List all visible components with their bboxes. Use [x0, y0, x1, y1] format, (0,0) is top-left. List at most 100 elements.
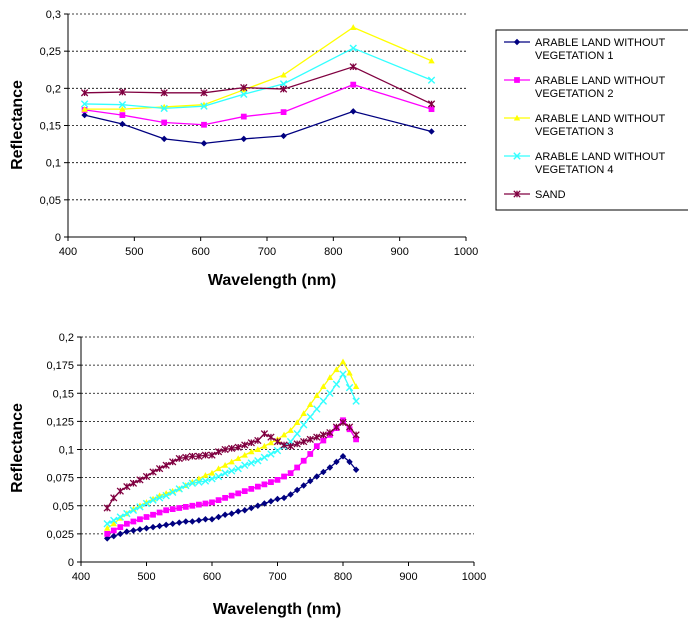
data-point	[320, 383, 327, 390]
data-point	[136, 502, 144, 509]
data-point	[241, 507, 248, 514]
legend-swatch-marker	[513, 114, 521, 121]
data-point	[110, 516, 118, 525]
legend-box	[495, 29, 688, 211]
data-point	[200, 140, 208, 147]
data-point	[222, 494, 228, 501]
data-point	[333, 458, 340, 466]
data-point	[182, 503, 189, 510]
data-point	[195, 452, 203, 460]
data-point	[169, 458, 177, 466]
legend-label: VEGETATION 4	[535, 164, 613, 176]
x-tick-label: 900	[399, 571, 417, 583]
data-point	[339, 370, 347, 378]
data-point	[248, 448, 255, 455]
data-point	[136, 526, 144, 533]
data-point	[163, 507, 170, 514]
data-point	[162, 491, 170, 500]
data-point	[104, 535, 111, 542]
data-point	[280, 132, 287, 140]
data-point	[103, 520, 111, 528]
data-point	[155, 464, 164, 473]
data-point	[200, 89, 208, 97]
data-point	[320, 468, 327, 476]
data-point	[188, 479, 197, 487]
data-point	[227, 444, 236, 453]
y-tick-label: 0,2	[46, 83, 61, 95]
data-point	[287, 491, 294, 498]
legend-label: ARABLE LAND WITHOUT	[535, 151, 665, 163]
legend-label: ARABLE LAND WITHOUT	[535, 37, 665, 49]
data-point	[235, 490, 242, 497]
data-point	[300, 421, 308, 429]
data-point	[274, 495, 281, 503]
data-point	[428, 57, 435, 64]
data-point	[300, 410, 307, 417]
data-point	[241, 461, 249, 469]
x-tick-label: 600	[203, 571, 221, 583]
data-point	[287, 470, 294, 477]
data-point	[156, 522, 163, 530]
data-point	[307, 401, 314, 408]
data-point	[428, 106, 435, 113]
legend-label: SAND	[535, 189, 566, 201]
data-point	[169, 520, 176, 527]
data-point	[280, 71, 287, 78]
data-point	[196, 501, 202, 508]
data-point	[221, 469, 229, 477]
data-point	[235, 455, 242, 462]
data-point	[240, 135, 247, 143]
data-point	[248, 504, 255, 512]
y-tick-label: 0,175	[46, 360, 74, 372]
data-point	[247, 439, 255, 447]
data-point	[294, 464, 301, 471]
data-point	[234, 443, 242, 451]
data-point	[280, 441, 288, 449]
data-point	[215, 497, 222, 504]
data-point	[349, 63, 357, 71]
x-tick-label: 400	[72, 571, 90, 583]
data-point	[345, 423, 354, 431]
data-point	[160, 89, 168, 97]
data-point	[160, 135, 168, 143]
data-point	[123, 482, 131, 491]
data-point	[116, 513, 124, 521]
legend-swatch-marker	[513, 152, 521, 160]
legend-label: ARABLE LAND WITHOUT	[535, 75, 665, 87]
data-point	[428, 128, 435, 135]
data-point	[267, 450, 275, 458]
data-point	[110, 520, 117, 527]
data-point	[267, 439, 275, 446]
data-point	[104, 525, 111, 531]
data-point	[281, 473, 287, 480]
data-point	[162, 461, 170, 469]
data-point	[129, 506, 138, 514]
data-point	[260, 453, 269, 462]
data-point	[142, 472, 151, 481]
data-point	[241, 488, 248, 495]
data-point	[427, 100, 436, 108]
data-point	[248, 485, 255, 492]
data-point	[267, 498, 275, 505]
data-point	[346, 369, 353, 376]
data-point	[130, 527, 137, 534]
data-point	[160, 104, 168, 113]
legend-swatch-marker	[513, 190, 521, 198]
data-point	[313, 433, 321, 441]
data-point	[254, 436, 262, 445]
data-point	[346, 458, 353, 466]
data-point	[261, 500, 268, 507]
data-point	[228, 492, 235, 499]
data-point	[353, 436, 359, 443]
data-point	[300, 437, 308, 446]
data-point	[350, 81, 357, 88]
data-point	[110, 527, 117, 534]
series-2	[104, 417, 359, 537]
data-point	[208, 469, 216, 476]
data-point	[241, 451, 248, 458]
data-point	[169, 488, 177, 496]
